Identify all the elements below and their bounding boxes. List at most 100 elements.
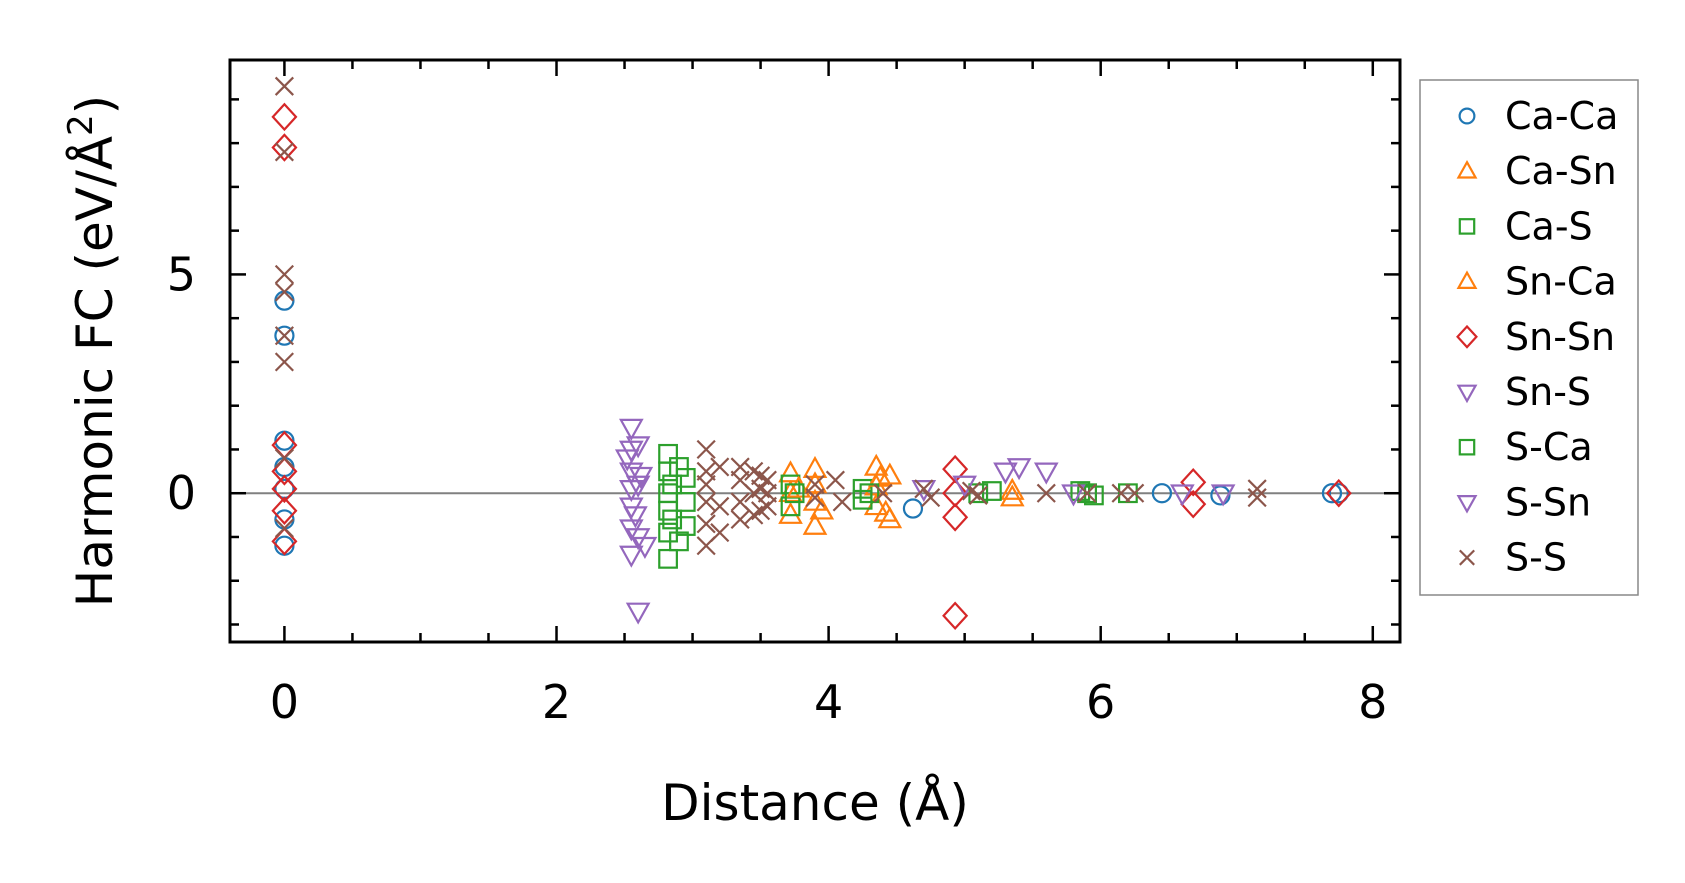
point-s-s [696,492,716,512]
point-ca-s [658,548,678,569]
point-s-s [968,485,988,505]
point-sn-s [625,602,651,625]
point-s-s [710,523,730,543]
point-s-s [1247,479,1267,499]
point-sn-ca [809,497,835,520]
legend-marker-ca-ca [1458,107,1476,125]
point-s-s [914,479,934,499]
point-s-ca [859,483,880,504]
point-ca-s [658,443,678,464]
point-s-s [1247,488,1267,508]
y-tick-labels: 05 [167,247,196,520]
point-ca-s [675,516,696,536]
point-s-s [710,496,730,516]
point-s-s [274,518,294,538]
point-sn-s [1170,484,1195,507]
point-sn-s [619,545,644,568]
x-tick-label: 0 [270,675,299,729]
point-s-s [730,509,750,530]
legend-label-sn-ca: Sn-Ca [1505,260,1617,304]
point-sn-sn [271,496,298,526]
point-s-s [1077,483,1097,503]
point-ca-sn [999,484,1025,507]
x-tick-label: 2 [542,675,571,729]
point-s-ca [662,509,683,530]
point-ca-s [1118,483,1138,504]
point-sn-s [625,475,651,498]
point-s-s [696,439,716,460]
legend: Ca-Ca Ca-Sn Ca-S Sn-Ca Sn-Sn Sn-S S-Ca S-Sn S-S [1419,79,1639,596]
legend-label-s-s: S-S [1505,536,1567,580]
point-ca-s [852,489,873,510]
point-s-s [757,496,777,516]
x-tick-labels: 0 2 4 6 8 [270,675,1388,729]
y-axis-label-main: Harmonic FC (eV/Å [66,136,124,607]
point-s-sn [1061,484,1086,507]
point-ca-s [675,468,696,488]
series-sn-sn [271,102,1352,631]
y-axis-label-superscript: 2 [61,114,101,136]
point-ca-s [658,461,678,482]
x-axis-label: Distance (Å) [661,774,969,832]
point-sn-s [1210,484,1236,507]
legend-label-ca-ca: Ca-Ca [1505,94,1618,138]
point-s-s [274,326,294,346]
legend-label-ca-sn: Ca-Sn [1505,149,1617,193]
y-tick-label: 5 [167,247,196,301]
data-points [271,76,1352,631]
x-tick-label: 6 [1086,675,1115,729]
axis-ticks [230,60,1400,642]
point-s-sn [623,506,648,529]
y-tick-label: 0 [167,466,196,520]
point-s-s [873,483,893,503]
point-s-s [696,514,716,534]
legend-label-ca-s: Ca-S [1505,204,1593,248]
point-s-s [832,492,852,512]
point-ca-ca [1151,483,1173,504]
point-ca-ca [274,325,295,346]
point-ca-s [852,478,873,499]
series-s-sn [614,449,1086,559]
legend-marker-s-sn [1456,495,1478,514]
series-sn-s [619,418,1236,625]
legend-marker-sn-sn [1456,324,1478,349]
point-sn-s [625,436,651,459]
point-ca-ca [274,290,295,311]
point-sn-sn [271,102,298,132]
point-ca-ca [902,498,924,519]
point-sn-sn [942,601,969,631]
point-ca-sn [802,512,828,535]
legend-marker-ca-sn [1456,159,1478,179]
point-s-s [805,488,825,508]
point-s-sn [614,449,640,472]
point-s-s [274,142,294,162]
legend-marker-ca-s [1458,218,1476,235]
series-s-s [274,76,1267,556]
point-sn-sn [1180,467,1207,497]
point-ca-sn [802,455,828,478]
x-tick-label: 4 [814,675,843,729]
y-axis-label: Harmonic FC (eV/Å2) [61,95,124,607]
point-sn-s [993,462,1018,485]
series-ca-ca [274,290,1349,556]
point-sn-s [619,462,644,485]
x-tick-label: 8 [1358,675,1387,729]
point-s-s [696,474,716,495]
point-s-s [921,488,941,508]
point-s-s [274,448,294,468]
series-ca-s [658,443,1138,569]
point-sn-ca [999,477,1025,500]
point-sn-ca [873,499,899,522]
point-sn-sn [271,133,298,162]
point-s-s [825,470,845,490]
point-ca-s [675,492,696,512]
point-ca-ca [1328,483,1349,504]
legend-box [1419,79,1639,596]
point-s-ca [784,483,805,504]
point-sn-s [619,418,644,441]
point-s-ca [669,531,689,552]
point-s-s [710,457,730,477]
legend-marker-s-ca [1458,438,1476,456]
point-sn-sn [942,503,969,532]
